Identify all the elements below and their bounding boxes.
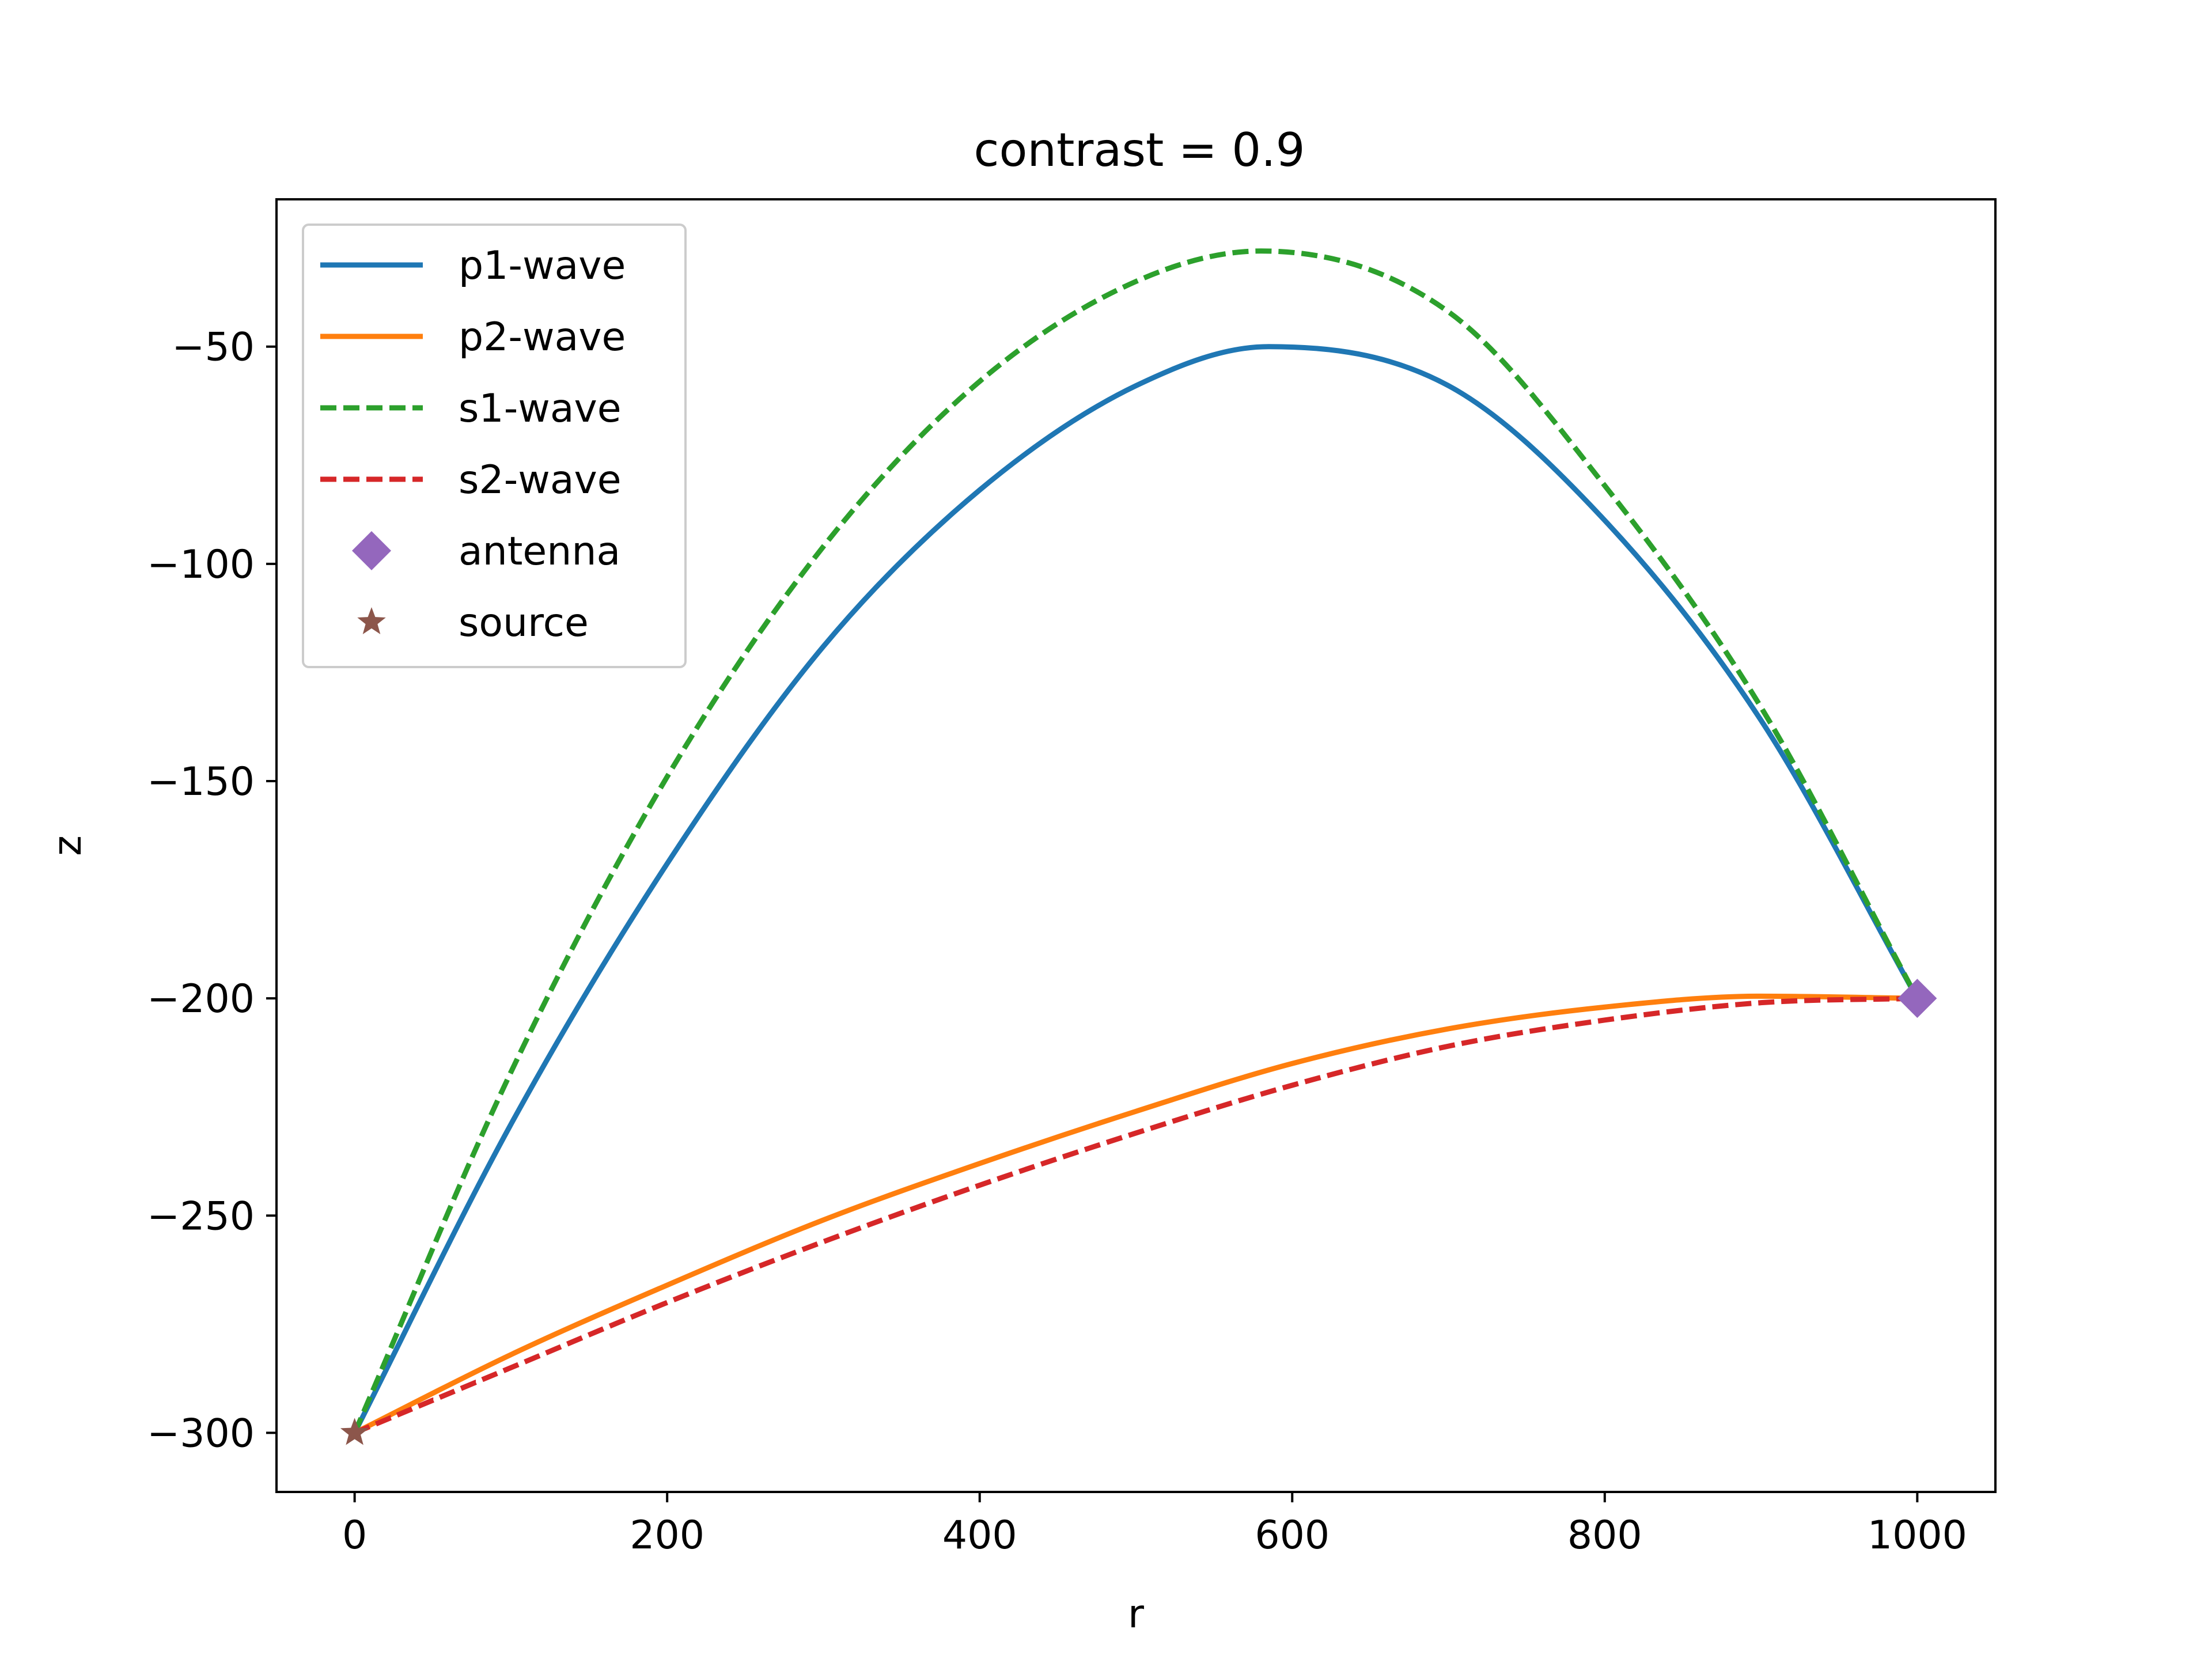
legend-label-antenna: antenna (459, 529, 620, 574)
x-tick-label: 400 (942, 1513, 1017, 1558)
y-tick-label: −250 (147, 1194, 255, 1239)
x-tick-label: 200 (630, 1513, 704, 1558)
axes-frame (275, 198, 1997, 1493)
y-axis-label: z (45, 835, 90, 856)
x-axis: 0 200 400 600 800 1000 (342, 1492, 1967, 1558)
x-axis-label: r (1128, 1592, 1144, 1637)
y-tick-label: −50 (172, 325, 255, 370)
series-line-s1-wave (352, 248, 1920, 1434)
legend-marker-source (357, 607, 386, 635)
series-line-p2-wave (351, 993, 1920, 1437)
x-tick-label: 800 (1567, 1513, 1642, 1558)
x-tick-label: 1000 (1868, 1513, 1967, 1558)
plot-area (340, 248, 1937, 1445)
series-line-s2-wave (353, 995, 1918, 1435)
legend-label-p1-wave: p1-wave (459, 243, 626, 289)
x-tick-label: 0 (342, 1513, 367, 1558)
legend: p1-wave p2-wave s1-wave s2-wave antenna sourc… (302, 224, 687, 668)
legend-label-s2-wave: s2-wave (459, 457, 622, 503)
legend-label-s1-wave: s1-wave (459, 386, 622, 431)
y-axis: −300 −250 −200 −150 −100 −50 (147, 325, 276, 1456)
legend-marker-antenna (352, 531, 391, 570)
legend-label-source: source (459, 600, 589, 646)
legend-label-p2-wave: p2-wave (459, 315, 626, 360)
x-tick-label: 600 (1255, 1513, 1330, 1558)
y-tick-label: −150 (147, 759, 255, 805)
y-tick-label: −300 (147, 1411, 255, 1456)
series-line-p1-wave (351, 344, 1921, 1437)
chart-title: contrast = 0.9 (974, 123, 1305, 177)
marker-source (340, 1418, 369, 1445)
y-tick-label: −100 (147, 542, 255, 588)
y-tick-label: −200 (147, 976, 255, 1022)
marker-antenna (1897, 979, 1937, 1018)
